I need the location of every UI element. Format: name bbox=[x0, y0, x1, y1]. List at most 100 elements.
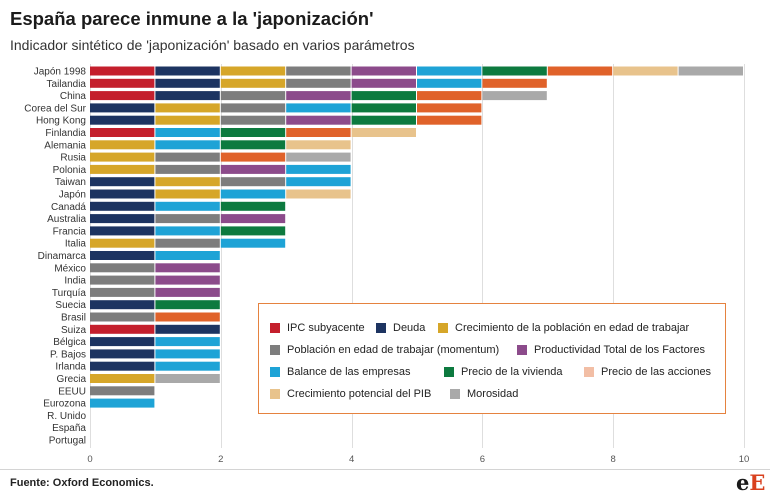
bar-segment bbox=[155, 361, 220, 371]
bar-segment bbox=[90, 152, 155, 162]
footer-divider bbox=[0, 469, 770, 470]
bar-segment bbox=[220, 189, 286, 199]
bar-segment bbox=[286, 128, 351, 137]
category-label: Alemania bbox=[44, 140, 86, 151]
bar-segment bbox=[90, 140, 155, 150]
x-tick-label: 2 bbox=[218, 454, 223, 465]
legend-swatch bbox=[517, 345, 527, 355]
category-label: Brasil bbox=[61, 313, 86, 324]
bar-segment bbox=[220, 103, 286, 113]
bar-segment bbox=[220, 226, 286, 236]
bar-segment bbox=[155, 128, 220, 137]
legend-item: Morosidad bbox=[450, 387, 518, 401]
bar-segment bbox=[90, 361, 155, 371]
bar-segment bbox=[155, 324, 220, 334]
bar-segment bbox=[155, 66, 220, 76]
category-label: Polonia bbox=[53, 165, 87, 176]
legend-item: Precio de las acciones bbox=[584, 365, 711, 379]
category-label: Dinamarca bbox=[38, 251, 87, 262]
bar-segment bbox=[90, 275, 155, 285]
bar-segment bbox=[417, 66, 482, 76]
publisher-logo: eE bbox=[736, 472, 765, 494]
bar-segment bbox=[90, 386, 155, 396]
bar-segment bbox=[220, 238, 286, 248]
legend-label: Crecimiento de la población en edad de t… bbox=[455, 322, 690, 334]
category-label: Bélgica bbox=[53, 337, 86, 348]
bar-segment bbox=[90, 91, 155, 101]
bar-segment bbox=[90, 115, 155, 125]
bar-segment bbox=[90, 128, 155, 137]
bar-segment bbox=[155, 275, 220, 285]
logo-letter-E: E bbox=[749, 470, 766, 495]
legend-item: Deuda bbox=[376, 321, 425, 335]
legend-swatch bbox=[270, 345, 280, 355]
bar-segment bbox=[90, 78, 155, 88]
category-label: Italia bbox=[65, 239, 87, 250]
bar-segment bbox=[351, 91, 416, 101]
category-label: EEUU bbox=[58, 386, 86, 397]
chart-subtitle: Indicador sintético de 'japonización' ba… bbox=[10, 37, 415, 53]
bar-segment bbox=[155, 374, 220, 383]
legend-item: Crecimiento de la población en edad de t… bbox=[438, 321, 689, 335]
legend-label: Morosidad bbox=[467, 388, 519, 400]
bar-segment bbox=[155, 152, 220, 162]
bar-segment bbox=[155, 140, 220, 150]
category-label: Suiza bbox=[61, 325, 86, 336]
category-label: R. Unido bbox=[47, 411, 86, 422]
legend-label: Crecimiento potencial del PIB bbox=[287, 388, 432, 400]
bar-segment bbox=[417, 91, 482, 101]
bar-segment bbox=[90, 66, 155, 76]
bar-segment bbox=[90, 337, 155, 347]
bar-segment bbox=[155, 287, 220, 297]
bar-segment bbox=[155, 201, 220, 211]
bar-segment bbox=[286, 103, 351, 113]
chart-title: España parece inmune a la 'japonización' bbox=[10, 8, 374, 29]
category-label: México bbox=[54, 263, 86, 274]
bar-segment bbox=[286, 115, 351, 125]
bar-segment bbox=[220, 91, 286, 101]
bar-segment bbox=[351, 115, 416, 125]
bar-segment bbox=[286, 91, 351, 101]
legend-swatch bbox=[450, 389, 460, 399]
bar-segment bbox=[90, 238, 155, 248]
bar-segment bbox=[417, 103, 482, 113]
bar-segment bbox=[482, 78, 547, 88]
bar-segment bbox=[90, 226, 155, 236]
legend-swatch bbox=[584, 367, 594, 377]
bar-segment bbox=[155, 115, 220, 125]
bar-segment bbox=[417, 78, 482, 88]
source-note: Fuente: Oxford Economics. bbox=[10, 477, 154, 489]
x-tick-label: 10 bbox=[739, 454, 750, 465]
bar-segment bbox=[678, 66, 743, 76]
bar-segment bbox=[482, 66, 547, 76]
category-label: Taiwan bbox=[55, 177, 86, 188]
bar-segment bbox=[155, 226, 220, 236]
bar-segment bbox=[90, 103, 155, 113]
category-label: Corea del Sur bbox=[24, 103, 86, 114]
logo-letter-e: e bbox=[736, 470, 750, 495]
bar-segment bbox=[286, 78, 351, 88]
legend-label: IPC subyacente bbox=[287, 322, 365, 334]
legend-item: Balance de las empresas bbox=[270, 365, 411, 379]
bar-segment bbox=[90, 398, 155, 408]
category-label: Japón 1998 bbox=[34, 67, 87, 78]
category-label: Turquía bbox=[52, 288, 87, 299]
x-tick-label: 4 bbox=[349, 454, 354, 465]
legend-swatch bbox=[444, 367, 454, 377]
category-label: India bbox=[64, 276, 86, 287]
category-label: P. Bajos bbox=[50, 349, 86, 360]
bar-segment bbox=[155, 91, 220, 101]
legend-swatch bbox=[270, 323, 280, 333]
bar-segment bbox=[155, 189, 220, 199]
bar-segment bbox=[155, 349, 220, 359]
bar-segment bbox=[286, 189, 351, 199]
legend-label: Precio de la vivienda bbox=[461, 366, 563, 378]
bar-segment bbox=[90, 263, 155, 273]
bar-segment bbox=[220, 152, 286, 162]
bar-segment bbox=[220, 78, 286, 88]
legend-label: Balance de las empresas bbox=[287, 366, 411, 378]
bar-segment bbox=[220, 128, 286, 137]
bar-segment bbox=[155, 312, 220, 322]
legend-label: Deuda bbox=[393, 322, 426, 334]
